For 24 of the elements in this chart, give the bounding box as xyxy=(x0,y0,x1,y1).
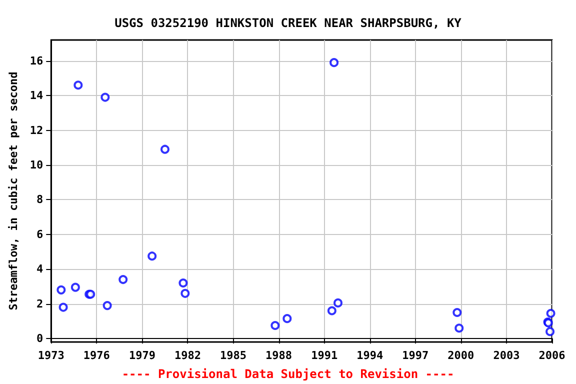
x-tick-label: 2003 xyxy=(493,349,520,362)
x-tick-label: 1976 xyxy=(83,349,110,362)
chart-title: USGS 03252190 HINKSTON CREEK NEAR SHARPSBURG, KY xyxy=(114,16,462,30)
y-tick-label: 6 xyxy=(36,228,44,241)
y-tick-label: 10 xyxy=(30,158,44,172)
y-tick-label: 12 xyxy=(30,124,44,137)
x-tick-label: 1994 xyxy=(356,349,384,362)
y-tick-label: 14 xyxy=(30,89,44,102)
x-tick-label: 1979 xyxy=(128,349,156,362)
x-tick-label: 1997 xyxy=(402,349,429,362)
x-tick-label: 1985 xyxy=(220,349,247,362)
y-tick-label: 8 xyxy=(36,193,44,206)
y-tick-label: 16 xyxy=(30,54,44,68)
y-tick-label: 0 xyxy=(36,332,44,346)
x-tick-label: 2000 xyxy=(448,349,474,362)
y-tick-label: 2 xyxy=(36,297,44,310)
text: ---- Provisional Data Subject to Revision ---- xyxy=(122,367,454,381)
y-tick-label: 4 xyxy=(36,262,44,276)
x-tick-label: 2006 xyxy=(538,349,566,362)
x-tick-label: 1982 xyxy=(174,349,201,362)
y-axis-title: Streamflow, in cubic feet per second xyxy=(7,72,20,310)
x-tick-label: 1991 xyxy=(311,349,338,362)
x-tick-label: 1988 xyxy=(266,349,292,362)
x-tick-label: 1973 xyxy=(38,349,64,362)
